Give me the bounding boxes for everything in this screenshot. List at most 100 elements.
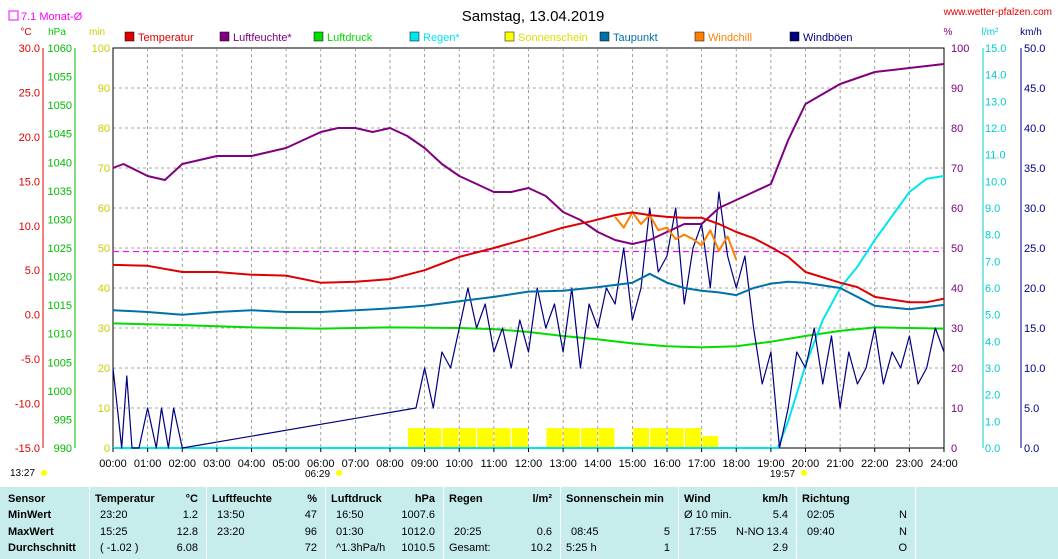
hum-tick-label: 60 — [951, 203, 963, 215]
press-max-value: 1012.0 — [401, 526, 435, 538]
rain-tick-label: 14.0 — [985, 70, 1006, 82]
summary-sunshine: Sonnenschein min 08:45 5 5:25 h 1 — [561, 487, 678, 559]
x-tick-label: 00:00 — [99, 458, 127, 470]
sunshine-bar — [546, 428, 563, 448]
sunshine-bar — [425, 428, 442, 448]
row-min-label: MinWert — [8, 509, 52, 521]
summary-rain: Regen l/m² 20:25 0.6 Gesamt: 10.2 — [444, 487, 560, 559]
monthly-avg-legend-icon — [8, 10, 19, 21]
x-tick-label: 06:00 — [307, 458, 335, 470]
rain-header: Regen — [449, 493, 483, 505]
rain-tick-label: 12.0 — [985, 123, 1006, 135]
wind-tick-label: 0.0 — [1024, 443, 1039, 455]
legend-swatch — [599, 31, 610, 42]
rain-tick-label: 4.0 — [985, 336, 1000, 348]
wind-tick-label: 25.0 — [1024, 243, 1045, 255]
site-link[interactable]: www.wetter-pfalzen.com — [943, 7, 1052, 18]
temp-avg-extra: ( -1.02 ) — [100, 542, 139, 554]
rain-tick-label: 11.0 — [985, 150, 1006, 162]
press-min-time: 16:50 — [336, 509, 364, 521]
x-tick-label: 20:00 — [792, 458, 820, 470]
hum-tick-label: 50 — [951, 243, 963, 255]
dir-avg-value: O — [898, 542, 907, 554]
summary-table: Sensor MinWert MaxWert Durchschnitt Temp… — [0, 487, 1058, 559]
sun-unit-label: min — [89, 27, 105, 38]
hum-tick-label: 10 — [951, 403, 963, 415]
temp-min-value: 1.2 — [182, 509, 198, 521]
wind-unit: km/h — [762, 493, 788, 505]
sun-header: Sonnenschein min — [566, 493, 664, 505]
press-tick-label: 1045 — [48, 129, 72, 141]
sensor-header: Sensor — [8, 493, 46, 505]
sun-tick-label: 70 — [98, 163, 110, 175]
hum-max-value: 96 — [304, 526, 317, 538]
rain-tick-label: 13.0 — [985, 96, 1006, 108]
series-windb-en — [112, 191, 945, 449]
temp-unit: °C — [185, 493, 198, 505]
sun-max-value: 5 — [663, 526, 670, 538]
sun-tick-label: 30 — [98, 323, 110, 335]
wind-unit-label: km/h — [1020, 27, 1042, 38]
sun-max-time: 08:45 — [571, 526, 599, 538]
press-tick-label: 1010 — [48, 329, 72, 341]
press-tick-label: 1025 — [48, 243, 72, 255]
series-taupunkt — [112, 272, 945, 316]
dir-min-value: N — [899, 509, 907, 521]
sun-tick-label: 0 — [104, 443, 110, 455]
sun-tick-label: 40 — [98, 283, 110, 295]
temp-max-time: 15:25 — [100, 526, 128, 538]
row-avg-label: Durchschnitt — [8, 542, 76, 554]
wind-tick-label: 20.0 — [1024, 283, 1045, 295]
press-max-time: 01:30 — [336, 526, 364, 538]
legend-label: Luftdruck — [327, 32, 373, 44]
temp-tick-label: 10.0 — [19, 221, 40, 233]
x-tick-label: 10:00 — [445, 458, 473, 470]
sunrise-label: 06:29 — [305, 469, 330, 480]
sunshine-bar — [477, 428, 494, 448]
rain-tick-label: 1.0 — [985, 416, 1000, 428]
sunrise-sun-icon — [336, 470, 342, 476]
rain-tick-label: 9.0 — [985, 203, 1000, 215]
temp-max-value: 12.8 — [176, 526, 198, 538]
series-temperatur — [112, 211, 945, 304]
sunset-label: 19:57 — [770, 469, 795, 480]
sunset-sun-icon — [801, 470, 807, 476]
summary-wind: Wind km/h Ø 10 min. 5.4 17:55 N-NO 13.4 … — [679, 487, 796, 559]
temp-tick-label: -5.0 — [21, 354, 40, 366]
press-unit: hPa — [414, 493, 435, 505]
press-tick-label: 1060 — [48, 43, 72, 55]
wind-tick-label: 10.0 — [1024, 363, 1045, 375]
legend-swatch — [409, 31, 420, 42]
hum-header: Luftfeuchte — [212, 493, 272, 505]
hum-tick-label: 70 — [951, 163, 963, 175]
legend-label: Regen* — [423, 32, 460, 44]
hum-avg-value: 72 — [304, 542, 317, 554]
temp-tick-label: 5.0 — [25, 265, 40, 277]
sunshine-bar — [459, 428, 476, 448]
sun-avg-value: 1 — [663, 542, 670, 554]
sun-tick-label: 20 — [98, 363, 110, 375]
x-tick-label: 24:00 — [930, 458, 958, 470]
wind-avg10-label: Ø 10 min. — [684, 509, 732, 521]
press-trend: ^1.3hPa/h — [336, 542, 386, 554]
press-header: Luftdruck — [331, 493, 382, 505]
sun-tick-label: 90 — [98, 83, 110, 95]
press-unit-label: hPa — [48, 27, 66, 38]
press-tick-label: 990 — [54, 443, 72, 455]
row-max-label: MaxWert — [8, 526, 54, 538]
series-layer — [112, 63, 945, 449]
legend-swatch — [694, 31, 705, 42]
wind-max-value: 13.4 — [766, 526, 788, 538]
dir-min-time: 02:05 — [807, 509, 835, 521]
wind-avg10-value: 5.4 — [772, 509, 788, 521]
wind-avg-value: 2.9 — [772, 542, 788, 554]
series-luftfeuchte — [112, 63, 945, 245]
rain-tick-label: 8.0 — [985, 230, 1000, 242]
wind-tick-label: 40.0 — [1024, 123, 1045, 135]
hum-unit: % — [307, 493, 317, 505]
temp-tick-label: 0.0 — [25, 310, 40, 322]
summary-pressure: Luftdruck hPa 16:50 1007.6 01:30 1012.0 … — [326, 487, 443, 559]
x-axis: 00:00 01:00 02:00 03:00 04:00 05:00 06:00 07:00… — [99, 448, 958, 470]
rain-total-value: 10.2 — [530, 542, 552, 554]
hum-tick-label: 0 — [951, 443, 957, 455]
